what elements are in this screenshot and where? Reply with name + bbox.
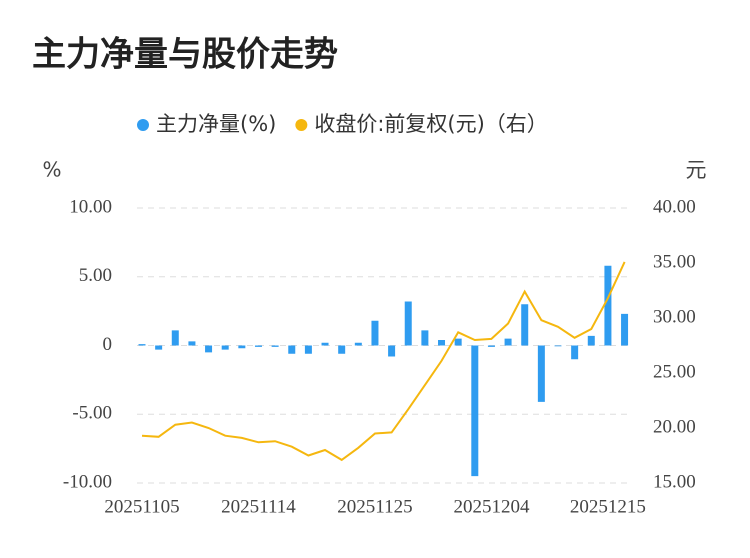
x-tick-label: 20251114: [221, 496, 296, 517]
bar: [171, 330, 179, 346]
bar: [354, 342, 362, 346]
y-axis-label: %: [42, 158, 61, 182]
bar: [604, 265, 612, 346]
y-tick-label: 5.00: [79, 265, 112, 286]
bar: [554, 345, 562, 347]
bar: [371, 320, 379, 346]
x-tick-label: 20251105: [104, 496, 179, 517]
bar: [621, 313, 629, 346]
bar: [205, 345, 213, 353]
bar: [155, 345, 163, 350]
bar: [238, 345, 246, 349]
bar: [521, 304, 529, 346]
y-tick-label: 10.00: [69, 196, 112, 217]
y2-tick-label: 40.00: [653, 196, 696, 217]
y2-tick-label: 20.00: [653, 416, 696, 437]
bar: [504, 338, 512, 346]
bar: [587, 335, 595, 346]
bar: [487, 345, 495, 347]
bar: [321, 342, 329, 346]
bar: [537, 345, 545, 402]
x-tick-label: 20251204: [453, 496, 530, 517]
x-tick-label: 20251215: [570, 496, 646, 517]
y2-tick-label: 35.00: [653, 251, 696, 272]
bar: [454, 338, 462, 346]
y-tick-label: -10.00: [63, 471, 112, 492]
bar: [571, 345, 579, 360]
y-tick-label: 0: [103, 334, 113, 355]
bar: [421, 330, 429, 346]
bar: [288, 345, 296, 354]
chart-title: 主力净量与股价走势: [32, 35, 338, 75]
y-tick-label: -5.00: [72, 403, 112, 424]
bar: [188, 341, 196, 346]
y2-tick-label: 30.00: [653, 306, 696, 327]
legend-marker: [295, 119, 308, 131]
bar: [221, 345, 229, 350]
bar: [338, 345, 346, 354]
y2-tick-label: 15.00: [653, 471, 696, 492]
bar: [304, 345, 312, 354]
y2-axis-label: 元: [686, 158, 707, 182]
bar: [138, 344, 146, 346]
y2-tick-label: 25.00: [653, 361, 696, 382]
legend-marker: [137, 119, 149, 131]
price-line: [141, 261, 626, 462]
bar: [471, 345, 479, 477]
bar: [438, 340, 446, 346]
bar: [404, 301, 412, 346]
bar: [254, 345, 262, 347]
legend-label: 主力净量(%): [156, 112, 276, 136]
legend-label: 收盘价:前复权(元)（右）: [314, 112, 547, 136]
bar: [271, 345, 279, 347]
bar: [388, 345, 396, 357]
x-tick-label: 20251125: [337, 496, 412, 517]
